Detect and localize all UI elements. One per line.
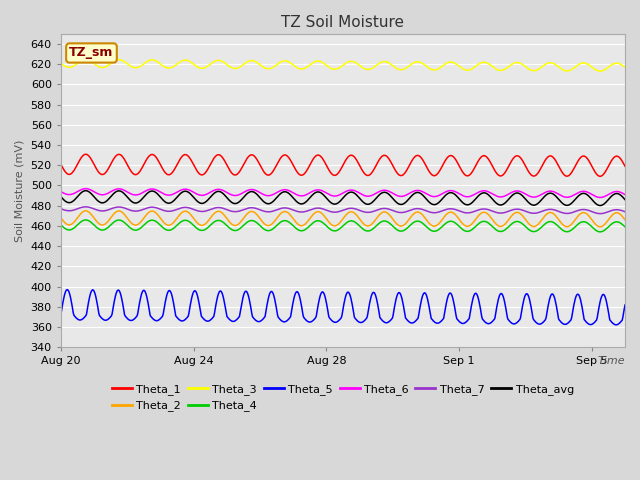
- Theta_3: [122, 60, 130, 66]
- Theta_1: [397, 173, 405, 179]
- Text: Time: Time: [597, 356, 625, 366]
- Theta_4: [397, 228, 405, 234]
- Theta_7: [57, 206, 65, 212]
- Theta_1: [82, 151, 90, 157]
- Theta_5: [621, 302, 629, 308]
- Line: Theta_avg: Theta_avg: [61, 191, 625, 205]
- Theta_7: [596, 211, 604, 216]
- Theta_6: [621, 192, 629, 197]
- Theta_7: [621, 209, 629, 215]
- Theta_3: [596, 68, 604, 74]
- Theta_2: [596, 224, 604, 230]
- Theta_3: [57, 60, 65, 66]
- Theta_3: [172, 62, 180, 68]
- Theta_avg: [489, 197, 497, 203]
- Theta_4: [350, 218, 358, 224]
- Theta_3: [82, 57, 90, 62]
- Theta_6: [122, 188, 130, 194]
- Theta_2: [82, 208, 90, 214]
- Theta_4: [82, 217, 90, 223]
- Theta_avg: [596, 203, 604, 208]
- Theta_avg: [621, 197, 629, 203]
- Theta_6: [350, 188, 358, 193]
- Theta_3: [134, 65, 141, 71]
- Line: Theta_6: Theta_6: [61, 189, 625, 197]
- Line: Theta_3: Theta_3: [61, 60, 625, 71]
- Theta_4: [172, 224, 180, 229]
- Theta_1: [172, 164, 180, 170]
- Theta_4: [122, 221, 130, 227]
- Text: TZ_sm: TZ_sm: [69, 47, 114, 60]
- Theta_7: [397, 210, 405, 216]
- Line: Theta_5: Theta_5: [61, 289, 625, 325]
- Theta_4: [134, 227, 141, 233]
- Theta_7: [350, 205, 358, 211]
- Theta_5: [172, 313, 180, 319]
- Theta_4: [57, 222, 65, 228]
- Theta_6: [82, 186, 90, 192]
- Line: Theta_2: Theta_2: [61, 211, 625, 227]
- Theta_2: [621, 217, 629, 223]
- Theta_2: [134, 222, 141, 228]
- Theta_7: [489, 208, 497, 214]
- Theta_5: [63, 287, 71, 292]
- Theta_2: [172, 217, 180, 223]
- Theta_4: [489, 224, 497, 230]
- Theta_6: [596, 194, 604, 200]
- Legend: Theta_1, Theta_2, Theta_3, Theta_4, Theta_5, Theta_6, Theta_7, Theta_avg: Theta_1, Theta_2, Theta_3, Theta_4, Thet…: [112, 384, 574, 411]
- Theta_1: [134, 171, 141, 177]
- Theta_3: [350, 59, 358, 65]
- Theta_avg: [82, 188, 90, 193]
- Theta_4: [596, 229, 604, 235]
- Theta_2: [397, 223, 405, 229]
- Theta_6: [57, 189, 65, 194]
- Theta_1: [621, 163, 629, 169]
- Theta_avg: [122, 192, 130, 198]
- Theta_1: [122, 159, 130, 165]
- Theta_5: [350, 310, 358, 316]
- Y-axis label: Soil Moisture (mV): Soil Moisture (mV): [15, 139, 25, 242]
- Theta_2: [122, 214, 130, 219]
- Theta_3: [489, 64, 497, 70]
- Theta_avg: [134, 200, 141, 205]
- Theta_1: [489, 164, 497, 170]
- Title: TZ Soil Moisture: TZ Soil Moisture: [282, 15, 404, 30]
- Theta_5: [397, 294, 405, 300]
- Theta_2: [350, 210, 358, 216]
- Theta_6: [397, 193, 405, 199]
- Theta_avg: [57, 194, 65, 200]
- Theta_6: [134, 192, 141, 198]
- Theta_avg: [172, 196, 180, 202]
- Line: Theta_4: Theta_4: [61, 220, 625, 232]
- Theta_3: [397, 67, 405, 72]
- Theta_7: [82, 204, 90, 210]
- Theta_5: [612, 322, 620, 328]
- Theta_5: [122, 314, 130, 320]
- Theta_3: [621, 64, 629, 70]
- Theta_7: [172, 207, 180, 213]
- Theta_6: [489, 191, 497, 197]
- Theta_1: [596, 173, 604, 179]
- Theta_2: [489, 217, 497, 223]
- Line: Theta_7: Theta_7: [61, 207, 625, 214]
- Line: Theta_1: Theta_1: [61, 154, 625, 176]
- Theta_1: [350, 154, 358, 159]
- Theta_5: [134, 311, 141, 317]
- Theta_6: [172, 190, 180, 196]
- Theta_5: [489, 318, 497, 324]
- Theta_4: [621, 224, 629, 230]
- Theta_avg: [350, 190, 358, 196]
- Theta_1: [57, 161, 65, 167]
- Theta_7: [134, 208, 141, 214]
- Theta_avg: [397, 202, 405, 207]
- Theta_7: [122, 206, 130, 212]
- Theta_2: [57, 215, 65, 221]
- Theta_5: [57, 312, 65, 318]
